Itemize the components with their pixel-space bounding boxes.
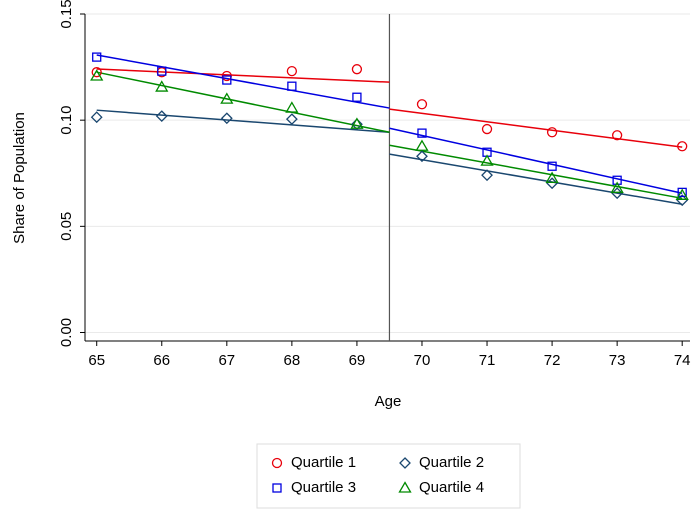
x-tick-label: 65: [88, 352, 105, 369]
x-tick-label: 74: [674, 352, 691, 369]
point: [545, 171, 559, 183]
legend-marker: [399, 457, 411, 469]
legend-label: Quartile 4: [419, 479, 484, 496]
point: [675, 188, 689, 200]
legend-marker: [272, 483, 282, 493]
legend-marker: [271, 457, 283, 469]
x-tick-label: 72: [544, 352, 561, 369]
point: [92, 52, 102, 62]
legend-box: [256, 443, 521, 509]
y-tick-label: 0.10: [58, 106, 75, 135]
point: [220, 112, 233, 125]
point: [481, 169, 493, 182]
legend-marker: [398, 481, 412, 493]
point: [352, 92, 362, 102]
fit-line: [96, 54, 390, 109]
point: [155, 110, 168, 123]
point: [546, 177, 559, 190]
point: [612, 175, 622, 185]
fit-line: [96, 71, 390, 134]
fit-line: [389, 108, 683, 148]
y-tick-label: 0.15: [58, 0, 75, 29]
point: [546, 127, 558, 138]
point: [155, 80, 169, 92]
fit-line: [96, 68, 390, 83]
point: [417, 128, 427, 138]
x-tick-label: 71: [479, 352, 496, 369]
y-axis-label: Share of Population: [11, 112, 28, 244]
point: [350, 117, 364, 129]
point: [416, 150, 428, 163]
legend-label: Quartile 3: [291, 479, 356, 496]
fit-line: [96, 109, 390, 134]
x-tick-label: 68: [284, 352, 301, 369]
y-tick-label: 0.00: [58, 318, 75, 347]
fit-line: [389, 144, 683, 200]
x-tick-label: 73: [609, 352, 626, 369]
x-tick-label: 66: [153, 352, 170, 369]
point: [415, 139, 429, 151]
point: [91, 67, 102, 78]
point: [610, 181, 624, 193]
y-tick-label: 0.05: [58, 212, 75, 241]
x-tick-label: 67: [218, 352, 235, 369]
x-axis-label: Age: [375, 393, 402, 410]
point: [157, 66, 167, 76]
point: [220, 92, 234, 104]
point: [611, 187, 624, 200]
legend-label: Quartile 2: [419, 454, 484, 471]
point: [677, 141, 688, 152]
point: [351, 118, 363, 131]
point: [480, 154, 494, 166]
point: [287, 81, 297, 91]
legend-label: Quartile 1: [291, 454, 356, 471]
point: [285, 101, 299, 113]
point: [611, 130, 623, 141]
point: [481, 123, 493, 135]
x-tick-label: 69: [349, 352, 366, 369]
point: [676, 194, 689, 207]
point: [90, 111, 103, 124]
point: [351, 64, 363, 75]
point: [677, 187, 687, 198]
fit-line: [389, 127, 683, 194]
x-tick-label: 70: [414, 352, 431, 369]
point: [222, 75, 232, 85]
point: [416, 99, 428, 110]
point: [90, 69, 104, 81]
point: [285, 113, 298, 126]
point: [547, 161, 557, 171]
fit-line: [389, 153, 683, 205]
point: [286, 65, 298, 77]
